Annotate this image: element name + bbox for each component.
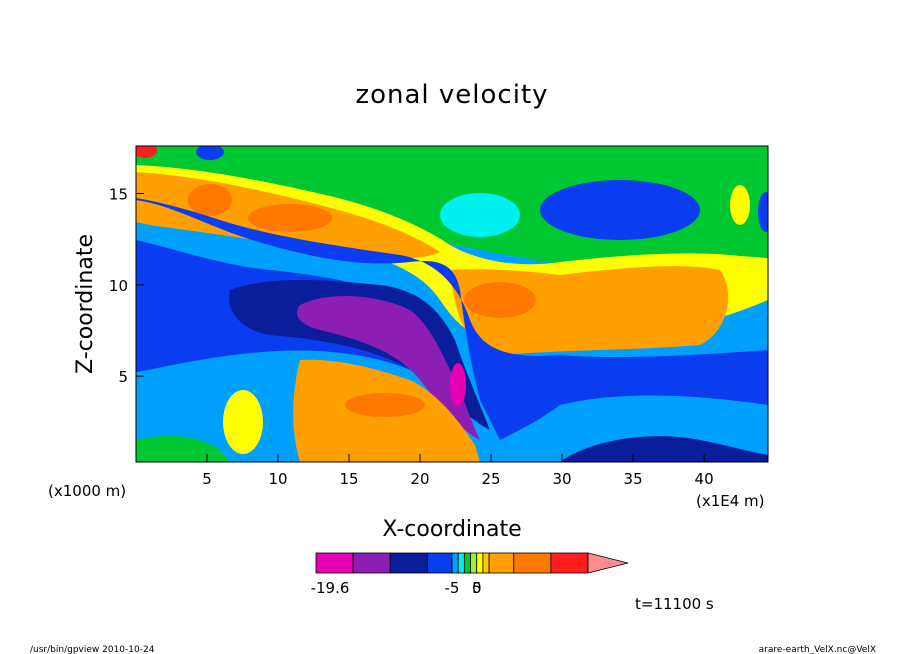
footer-right: arare-earth_VelX.nc@VelX (759, 645, 876, 654)
chart-title: zonal velocity (355, 80, 548, 110)
region-lower-orange-core (345, 393, 425, 417)
region-left-orange-core (248, 204, 332, 232)
y-tick-label: 10 (109, 277, 128, 295)
colorbar-overflow-triangle (587, 552, 629, 574)
colorbar-tick-label: -5 (445, 579, 460, 597)
region-top-right-blue (540, 180, 700, 240)
region-blue-band (136, 198, 768, 440)
region-right-edge-yellow (730, 185, 750, 225)
x-axis-ticks: 5 10 15 20 25 30 35 40 (202, 454, 714, 488)
x-tick-label: 10 (268, 470, 287, 488)
y-axis-ticks: 5 10 15 (109, 185, 144, 386)
colorbar-bin (315, 552, 354, 574)
y-axis-label: Z-coordinate (73, 234, 98, 374)
y-unit-label: (x1000 m) (48, 482, 126, 500)
colorbar-bin (457, 552, 465, 574)
x-tick-label: 25 (482, 470, 501, 488)
region-left-orange-core2 (188, 184, 232, 216)
region-lower-right-darkblue (560, 436, 768, 462)
colorbar-bin (482, 552, 490, 574)
colorbar (315, 552, 629, 574)
region-top-right-cyan (440, 193, 520, 237)
footer-left: /usr/bin/gpview 2010-10-24 (30, 645, 155, 654)
colorbar-bin (451, 552, 459, 574)
time-label: t=11100 s (635, 595, 714, 613)
colorbar-bin (463, 552, 471, 574)
x-tick-label: 40 (695, 470, 714, 488)
colorbar-ticks: -19.6 -5 05 (311, 579, 482, 597)
colorbar-bin (352, 552, 391, 574)
region-darkblue-core (229, 280, 490, 430)
region-purple-core (296, 295, 480, 440)
region-right-orange-core (464, 282, 536, 318)
region-magenta-core (450, 363, 466, 407)
colorbar-bin (550, 552, 589, 574)
region-top-blue-left (196, 146, 224, 160)
colorbar-tick-label: 0 (472, 579, 482, 597)
colorbar-bin (513, 552, 552, 574)
region-lower-yellow-blob (223, 390, 263, 454)
colorbar-tick-label: -19.6 (311, 579, 350, 597)
region-lower-green (136, 435, 230, 462)
y-tick-label: 5 (118, 368, 128, 386)
colorbar-bin (476, 552, 484, 574)
colorbar-bin (488, 552, 515, 574)
colorbar-bin (470, 552, 478, 574)
x-tick-label: 20 (410, 470, 429, 488)
colorbar-bin (389, 552, 428, 574)
contour-field (136, 146, 768, 462)
colorbar-tick-label: 5 (472, 579, 482, 597)
x-tick-label: 5 (202, 470, 212, 488)
x-tick-label: 35 (624, 470, 643, 488)
region-right-edge-blue (758, 192, 768, 232)
y-tick-label: 15 (109, 185, 128, 203)
x-tick-label: 15 (339, 470, 358, 488)
colorbar-bin (426, 552, 453, 574)
x-unit-label: (x1E4 m) (696, 492, 765, 510)
x-tick-label: 30 (553, 470, 572, 488)
plot-frame (135, 145, 769, 463)
x-axis-label: X-coordinate (382, 517, 521, 542)
region-top-red (136, 146, 157, 158)
